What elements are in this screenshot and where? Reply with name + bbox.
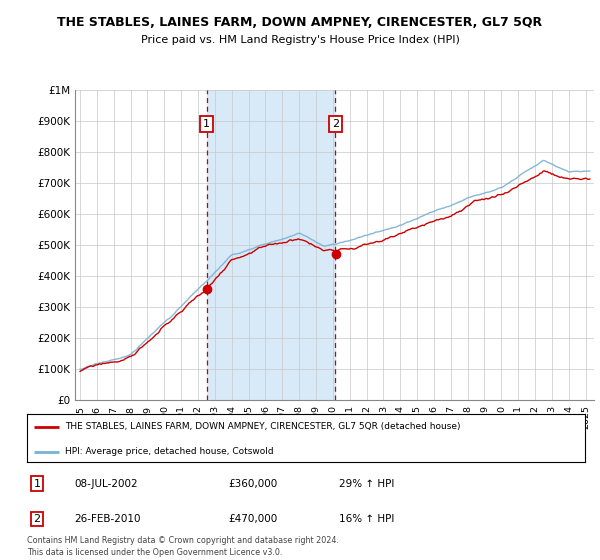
Text: 29% ↑ HPI: 29% ↑ HPI — [340, 479, 395, 488]
Text: Contains HM Land Registry data © Crown copyright and database right 2024.
This d: Contains HM Land Registry data © Crown c… — [27, 536, 339, 557]
Text: THE STABLES, LAINES FARM, DOWN AMPNEY, CIRENCESTER, GL7 5QR (detached house): THE STABLES, LAINES FARM, DOWN AMPNEY, C… — [65, 422, 460, 431]
Text: HPI: Average price, detached house, Cotswold: HPI: Average price, detached house, Cots… — [65, 447, 274, 456]
Text: £360,000: £360,000 — [228, 479, 277, 488]
Text: 16% ↑ HPI: 16% ↑ HPI — [340, 514, 395, 524]
Text: 26-FEB-2010: 26-FEB-2010 — [74, 514, 141, 524]
Text: 1: 1 — [34, 479, 41, 488]
Text: Price paid vs. HM Land Registry's House Price Index (HPI): Price paid vs. HM Land Registry's House … — [140, 35, 460, 45]
Text: 08-JUL-2002: 08-JUL-2002 — [74, 479, 138, 488]
Text: 2: 2 — [332, 119, 339, 129]
Text: 2: 2 — [34, 514, 41, 524]
Bar — [207, 90, 335, 400]
Text: £470,000: £470,000 — [228, 514, 277, 524]
Text: 1: 1 — [203, 119, 210, 129]
Text: THE STABLES, LAINES FARM, DOWN AMPNEY, CIRENCESTER, GL7 5QR: THE STABLES, LAINES FARM, DOWN AMPNEY, C… — [58, 16, 542, 29]
